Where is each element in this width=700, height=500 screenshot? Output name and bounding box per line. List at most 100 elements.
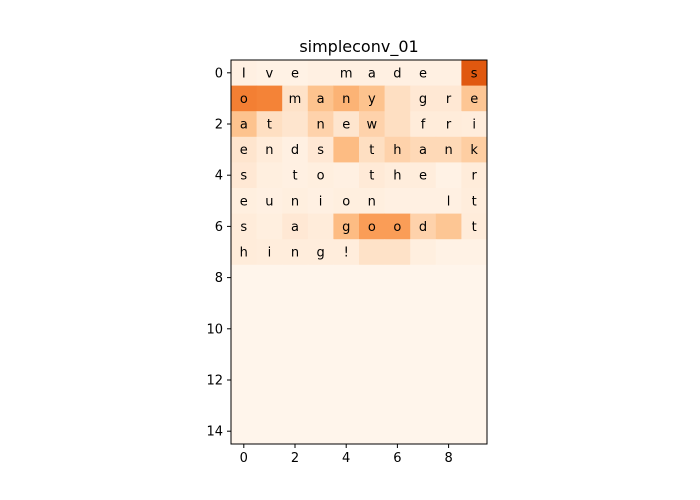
cell-letter-r1-c2: m (289, 92, 302, 107)
heatmap-cell-r7-c2 (282, 239, 309, 266)
heatmap-cell-r1-c5 (359, 85, 386, 112)
y-tick-label-6: 6 (215, 220, 223, 235)
cell-letter-r2-c7: f (421, 118, 426, 133)
cell-letter-r3-c7: a (419, 143, 427, 158)
heatmap-cell-r14-c2 (282, 418, 309, 445)
heatmap-cell-r4-c9 (461, 162, 488, 189)
heatmap-cell-r9-c8 (435, 290, 462, 317)
cell-letter-r0-c1: v (266, 66, 274, 81)
heatmap-cell-r14-c0 (231, 418, 258, 445)
heatmap-cell-r12-c3 (307, 367, 334, 394)
heatmap-cell-r10-c7 (410, 316, 437, 343)
heatmap-cell-r3-c8 (435, 136, 462, 163)
cell-letter-r2-c9: i (472, 118, 476, 133)
cell-letter-r7-c3: g (316, 246, 324, 261)
heatmap-cell-r7-c0 (231, 239, 258, 266)
heatmap-cell-r8-c5 (359, 264, 386, 291)
heatmap-cell-r13-c1 (256, 392, 283, 419)
heatmap-cell-r2-c1 (256, 111, 283, 138)
cell-letter-r2-c3: n (316, 118, 324, 133)
heatmap-cell-r5-c5 (359, 188, 386, 215)
heatmap-cell-r2-c2 (282, 111, 309, 138)
heatmap-cell-r4-c5 (359, 162, 386, 189)
heatmap-cell-r1-c3 (307, 85, 334, 112)
heatmap-cell-r9-c5 (359, 290, 386, 317)
y-tick-label-12: 12 (206, 374, 223, 389)
heatmap-cell-r8-c7 (410, 264, 437, 291)
heatmap-cell-r13-c8 (435, 392, 462, 419)
heatmap-cell-r14-c6 (384, 418, 411, 445)
cell-letter-r2-c1: t (267, 118, 272, 133)
cell-letter-r2-c0: a (240, 118, 248, 133)
heatmap-cell-r9-c1 (256, 290, 283, 317)
heatmap-cell-r11-c7 (410, 341, 437, 368)
x-tick-label-2: 2 (291, 451, 299, 466)
heatmap-cell-r11-c0 (231, 341, 258, 368)
cell-letter-r1-c7: g (419, 92, 427, 107)
cell-letter-r6-c5: o (368, 220, 376, 235)
y-tick-label-4: 4 (215, 169, 223, 184)
heatmap-cell-r4-c4 (333, 162, 360, 189)
heatmap-cell-r3-c2 (282, 136, 309, 163)
heatmap-cell-r6-c7 (410, 213, 437, 240)
cell-letter-r2-c5: w (366, 118, 377, 133)
cell-letter-r5-c9: t (472, 194, 477, 209)
x-tick-label-0: 0 (240, 451, 248, 466)
cell-letter-r0-c0: I (242, 66, 246, 81)
heatmap-cell-r13-c2 (282, 392, 309, 419)
heatmap-cell-r0-c4 (333, 60, 360, 87)
heatmap-cell-r9-c0 (231, 290, 258, 317)
heatmap-cell-r11-c9 (461, 341, 488, 368)
cell-letter-r2-c4: e (342, 118, 350, 133)
heatmap-cell-r5-c2 (282, 188, 309, 215)
heatmap-cell-r6-c4 (333, 213, 360, 240)
x-tick-label-8: 8 (444, 451, 452, 466)
heatmap-cell-r9-c4 (333, 290, 360, 317)
heatmap-cell-r0-c7 (410, 60, 437, 87)
heatmap-cell-r2-c6 (384, 111, 411, 138)
heatmap-cell-r2-c0 (231, 111, 258, 138)
heatmap-cell-r9-c6 (384, 290, 411, 317)
heatmap-cell-r13-c0 (231, 392, 258, 419)
y-tick-label-2: 2 (215, 118, 223, 133)
heatmap-cell-r6-c3 (307, 213, 334, 240)
cell-letter-r3-c8: n (444, 143, 452, 158)
heatmap-cell-r8-c2 (282, 264, 309, 291)
heatmap-cell-r2-c3 (307, 111, 334, 138)
cell-letter-r0-c6: d (393, 66, 401, 81)
cell-letter-r5-c8: l (447, 194, 451, 209)
heatmap-cell-r3-c6 (384, 136, 411, 163)
heatmap-cell-r1-c4 (333, 85, 360, 112)
heatmap-cell-r13-c5 (359, 392, 386, 419)
cell-letter-r1-c3: a (317, 92, 325, 107)
cell-letter-r3-c9: k (470, 143, 478, 158)
heatmap-cell-r6-c1 (256, 213, 283, 240)
cell-letter-r1-c0: o (240, 92, 248, 107)
x-axis: 0 2 4 6 8 (240, 444, 453, 466)
heatmap-cell-r4-c0 (231, 162, 258, 189)
heatmap-cell-r9-c2 (282, 290, 309, 317)
heatmap-cell-r2-c4 (333, 111, 360, 138)
cell-letter-r6-c4: g (342, 220, 350, 235)
heatmap-cell-r4-c7 (410, 162, 437, 189)
heatmap-cell-r13-c3 (307, 392, 334, 419)
heatmap-cell-r8-c4 (333, 264, 360, 291)
heatmap-cell-r10-c9 (461, 316, 488, 343)
heatmap-cell-r6-c0 (231, 213, 258, 240)
heatmap-cell-r14-c5 (359, 418, 386, 445)
plot-frame (230, 59, 488, 445)
heatmap-cell-r5-c0 (231, 188, 258, 215)
heatmap-cell-r3-c5 (359, 136, 386, 163)
heatmap-cell-r5-c4 (333, 188, 360, 215)
heatmap-cell-r2-c5 (359, 111, 386, 138)
heatmap-cell-r0-c3 (307, 60, 334, 87)
cell-letter-r7-c4: ! (344, 246, 349, 261)
y-axis: 0 2 4 6 8 10 12 14 (206, 66, 231, 440)
heatmap-cell-r14-c4 (333, 418, 360, 445)
heatmap-cell-r4-c3 (307, 162, 334, 189)
heatmap-cell-r4-c6 (384, 162, 411, 189)
heatmap-cell-r7-c1 (256, 239, 283, 266)
cell-letter-r6-c0: s (240, 220, 247, 235)
heatmap-cell-r4-c8 (435, 162, 462, 189)
heatmap-cell-r8-c0 (231, 264, 258, 291)
